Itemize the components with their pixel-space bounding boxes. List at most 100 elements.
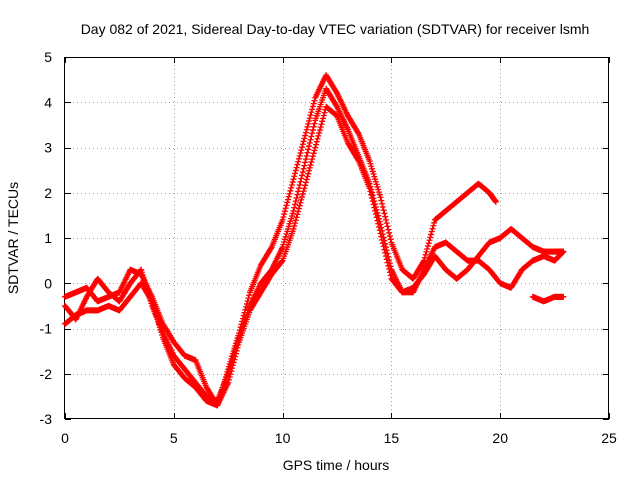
data-point xyxy=(292,220,299,227)
data-point xyxy=(313,138,320,145)
y-tick-label: 2 xyxy=(44,185,52,201)
data-point xyxy=(306,164,313,171)
data-point xyxy=(309,127,316,134)
data-point xyxy=(285,193,292,200)
data-point xyxy=(425,240,432,247)
data-point xyxy=(299,141,306,148)
data-point xyxy=(386,229,393,236)
data-point xyxy=(296,152,303,159)
data-point xyxy=(307,112,314,119)
x-tick-label: 20 xyxy=(492,430,508,446)
data-point xyxy=(306,117,313,124)
data-point xyxy=(305,170,312,177)
data-point xyxy=(386,269,393,276)
data-point xyxy=(232,350,239,357)
data-point xyxy=(317,124,324,131)
data-point xyxy=(309,156,316,163)
data-point xyxy=(319,118,326,125)
x-tick-label: 15 xyxy=(384,430,400,446)
data-point xyxy=(378,197,385,204)
data-point xyxy=(308,159,315,166)
data-point xyxy=(231,356,238,363)
data-point xyxy=(381,210,388,217)
data-point xyxy=(295,158,302,165)
data-point xyxy=(295,185,302,192)
data-point xyxy=(387,236,394,243)
data-point xyxy=(377,194,384,201)
data-point xyxy=(307,161,314,168)
data-point xyxy=(307,136,314,143)
data-point xyxy=(300,188,307,195)
data-point xyxy=(424,245,431,252)
data-point xyxy=(422,251,429,258)
data-point xyxy=(375,224,382,231)
data-point xyxy=(385,226,392,233)
data-point xyxy=(382,213,389,220)
data-point xyxy=(301,162,308,169)
data-point xyxy=(380,243,387,250)
data-point xyxy=(246,292,253,299)
y-tick-label: 4 xyxy=(44,94,52,110)
data-point xyxy=(225,376,232,383)
data-point xyxy=(235,341,242,348)
data-point xyxy=(292,198,299,205)
data-point xyxy=(380,207,387,214)
data-point xyxy=(300,138,307,145)
data-point xyxy=(298,147,305,154)
data-point xyxy=(304,173,311,180)
series-track-b xyxy=(62,85,567,404)
data-point xyxy=(287,187,294,194)
data-point xyxy=(308,133,315,140)
data-point xyxy=(312,144,319,151)
data-point xyxy=(379,240,386,247)
data-point xyxy=(282,205,289,212)
data-point xyxy=(302,129,309,136)
data-point xyxy=(427,234,434,241)
data-point xyxy=(290,225,297,232)
data-point xyxy=(369,198,376,205)
data-point xyxy=(387,272,394,279)
data-point xyxy=(373,214,380,221)
tick-labels: 0 5 10 15 20 25 -3 -2 -1 0 1 2 3 4 5 xyxy=(40,49,617,446)
data-point xyxy=(384,259,391,266)
data-point xyxy=(314,135,321,142)
series-track-c xyxy=(62,103,567,409)
data-point xyxy=(310,100,317,107)
data-point xyxy=(311,147,318,154)
data-point xyxy=(384,223,391,230)
data-point xyxy=(295,205,302,212)
data-point xyxy=(424,243,431,250)
data-point xyxy=(311,120,318,127)
data-point xyxy=(285,196,292,203)
data-point xyxy=(301,185,308,192)
data-point xyxy=(311,97,318,104)
data-point xyxy=(243,303,250,310)
data-point xyxy=(283,202,290,209)
data-point xyxy=(302,182,309,189)
data-point xyxy=(309,106,316,113)
data-point xyxy=(292,167,299,174)
data-point xyxy=(372,211,379,218)
data-point xyxy=(303,152,310,159)
data-point xyxy=(371,204,378,211)
data-point xyxy=(294,191,301,198)
data-point xyxy=(309,130,316,137)
data-point xyxy=(304,149,311,156)
data-point xyxy=(382,216,389,223)
data-point xyxy=(370,201,377,208)
x-tick-label: 5 xyxy=(170,430,178,446)
data-point xyxy=(229,365,236,372)
data-point xyxy=(374,217,381,224)
x-tick-label: 25 xyxy=(601,430,617,446)
data-point xyxy=(378,233,385,240)
data-point xyxy=(560,248,567,255)
data-point xyxy=(368,191,375,198)
data-point xyxy=(245,295,252,302)
data-point xyxy=(281,211,288,218)
x-tick-label: 10 xyxy=(275,430,291,446)
chart-title: Day 082 of 2021, Sidereal Day-to-day VTE… xyxy=(81,21,590,37)
data-point xyxy=(306,143,313,150)
data-point xyxy=(293,194,300,201)
data-point xyxy=(366,185,373,192)
